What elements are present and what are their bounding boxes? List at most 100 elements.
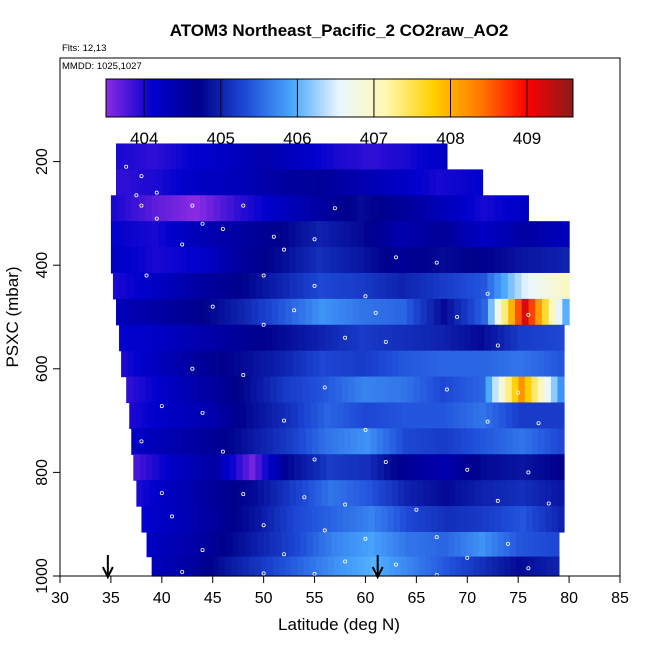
heatmap-cell [538,428,546,455]
heatmap-cell [473,428,481,455]
heatmap-cell [494,195,502,222]
heatmap-cell [473,272,482,300]
heatmap-cell [324,272,332,300]
heatmap-cell [402,428,410,455]
heatmap-cell [167,350,175,378]
latitude-arrows [101,555,384,580]
heatmap-cell [363,247,372,274]
heatmap-cell [425,506,433,533]
heatmap-cell [261,454,269,481]
heatmap-cell [330,272,339,300]
heatmap-cell [484,350,492,378]
heatmap-cell [187,272,196,300]
heatmap-cell [499,428,507,455]
heatmap-cell [132,324,140,352]
heatmap-cell [404,143,412,170]
heatmap-cell [282,169,290,196]
heatmap-cell [448,454,456,481]
heatmap-cell [550,376,559,404]
heatmap-cell [472,376,480,404]
heatmap-cell [431,324,439,352]
heatmap-cell [528,247,536,274]
heatmap-cell [204,506,212,533]
x-axis-label: Latitude (deg N) [278,615,400,634]
heatmap-cell [420,298,428,326]
heatmap-cell [512,454,520,481]
heatmap-cell [345,350,354,378]
heatmap-cell [466,221,474,248]
y-tick-label: 400 [34,252,51,279]
heatmap-cell [315,169,324,196]
heatmap-cell [200,556,207,577]
heatmap-cell [286,350,294,378]
heatmap-cell [493,480,501,507]
heatmap-cell [433,376,441,404]
heatmap-cell [404,247,413,274]
heatmap-cell [443,556,451,577]
heatmap-cell [512,480,520,507]
heatmap-cell [158,376,166,404]
heatmap-cell [142,402,150,429]
heatmap-cell [309,195,317,222]
heatmap-cell [117,195,126,222]
heatmap-cell [172,221,180,248]
heatmap-cell [202,428,210,455]
heatmap-cell [362,402,370,429]
heatmap-cell [423,480,431,507]
heatmap-cell [189,531,197,558]
heatmap-cell [294,454,302,481]
heatmap-cell [514,221,522,248]
heatmap-cell [422,143,430,170]
heatmap-cell [541,247,550,274]
heatmap-cell [375,169,384,196]
heatmap-cell [268,195,276,222]
heatmap-cell [508,298,516,326]
heatmap-cell [131,247,139,274]
heatmap-cell [216,454,224,481]
heatmap-cell [326,454,334,481]
heatmap-cell [411,221,420,248]
heatmap-cell [505,428,513,455]
heatmap-cell [467,428,475,455]
heatmap-cell [273,350,281,378]
heatmap-cell [449,556,457,577]
heatmap-cell [337,428,346,455]
heatmap-cell [466,195,475,222]
heatmap-cell [207,350,215,378]
sample-point [241,373,246,378]
heatmap-cell [112,272,121,300]
heatmap-cell [392,531,400,558]
sample-point [546,501,551,506]
heatmap-cell [312,428,320,455]
heatmap-cell [490,324,499,352]
heatmap-cell [149,169,157,196]
heatmap-cell [174,480,182,507]
heatmap-cell [380,143,388,170]
heatmap-cell [222,169,230,196]
heatmap-cell [126,376,134,404]
heatmap-cell [332,298,340,326]
heatmap-cell [432,247,440,274]
heatmap-cell [273,428,281,455]
heatmap-cell [531,376,539,404]
heatmap-cell [185,506,193,533]
heatmap-cell [169,169,177,196]
heatmap-cell [140,350,149,378]
heatmap-cell [453,272,461,300]
heatmap-cell [485,556,493,577]
heatmap-cell [331,428,339,455]
heatmap-cell [479,402,487,429]
heatmap-cell [514,195,523,222]
sample-point [312,283,317,288]
heatmap-cell [131,428,139,455]
heatmap-cell [557,428,565,455]
heatmap-cell [240,195,249,222]
heatmap-cell [355,531,363,558]
heatmap-cell [275,169,284,196]
heatmap-cell [312,531,320,558]
heatmap-cell [264,480,271,507]
heatmap-cell [172,195,180,222]
heatmap-cell [482,506,489,533]
heatmap-cell [285,556,293,577]
heatmap-cell [148,402,156,429]
